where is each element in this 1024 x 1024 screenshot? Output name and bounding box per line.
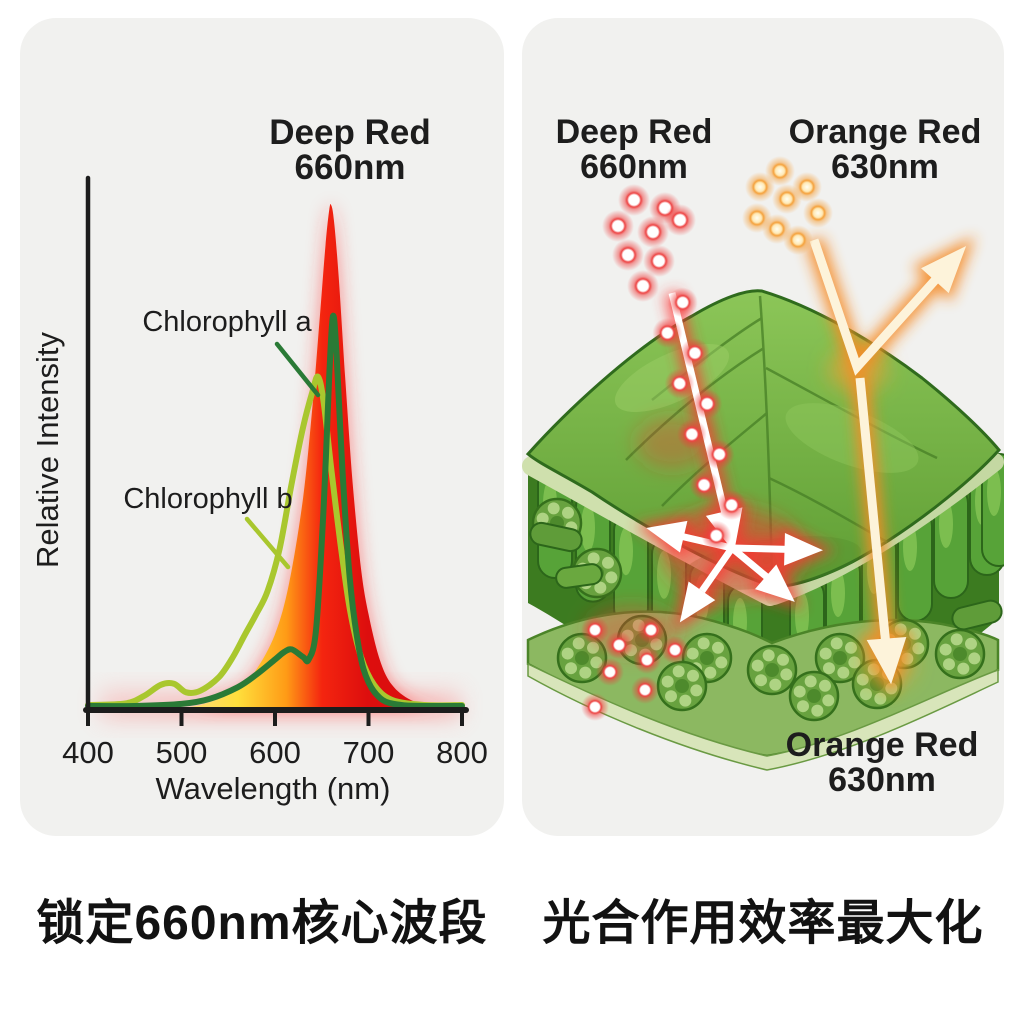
orange-red-top-label-line1: Orange Red (789, 113, 982, 151)
photon-dot (605, 631, 633, 659)
leaf-illustration: Deep Red 660nm Orange Red 630nm Orange R… (522, 113, 1004, 799)
photon-dot (689, 469, 720, 500)
palisade-cell-highlight (987, 468, 1001, 516)
photon-dot (765, 156, 795, 186)
photon-dot (596, 658, 624, 686)
photon-dot (667, 287, 698, 318)
spectrum-panel: 400 500 600 700 800 Deep Red 660nm Chlorophy… (20, 18, 504, 836)
x-tick-label: 400 (62, 735, 114, 770)
chart-title-line1: Deep Red (269, 113, 430, 152)
photon-dot (581, 616, 609, 644)
chart-title-line2: 660nm (295, 148, 406, 187)
palisade-cell-highlight (619, 527, 633, 576)
x-axis-ticks: 400 500 600 700 800 (62, 710, 488, 770)
photon-dot (664, 368, 695, 399)
chloroplast-cell (746, 644, 798, 696)
chlorophyll-b-label: Chlorophyll b (123, 483, 292, 515)
deep-red-label-line2: 660nm (580, 148, 688, 186)
photon-dot (745, 172, 775, 202)
photon-dot (637, 216, 669, 248)
deep-red-label-line1: Deep Red (556, 113, 713, 151)
photon-dot (643, 245, 675, 277)
photon-dot (716, 490, 747, 521)
deep-red-photon-dots (602, 184, 747, 551)
photon-dot (701, 520, 732, 551)
floating-cells (529, 521, 1003, 631)
red-led-glow (88, 204, 462, 711)
photon-dot (661, 636, 689, 664)
photon-dot (612, 239, 644, 271)
photon-dot (676, 419, 707, 450)
orange-red-photon-dots (742, 156, 833, 255)
left-caption: 锁定660nm核心波段 (36, 897, 488, 950)
chlorophyll-a-leader-line (274, 341, 321, 398)
photon-dot (602, 210, 634, 242)
photon-dot (637, 616, 665, 644)
photon-dot (664, 204, 696, 236)
lower-epidermis-cut-edge (527, 662, 999, 771)
spectrum-chart: 400 500 600 700 800 Deep Red 660nm Chlorophy… (30, 113, 488, 806)
orange-red-bottom-label-line2: 630nm (828, 761, 936, 799)
palisade-cell-highlight (581, 503, 595, 552)
photon-dot (652, 317, 683, 348)
x-axis-label: Wavelength (nm) (156, 771, 391, 806)
chlorophyll-b-leader-line (244, 516, 291, 570)
photon-dot (633, 646, 661, 674)
photon-dot (581, 693, 609, 721)
photon-dot (679, 338, 710, 369)
orange-red-bottom-label-line1: Orange Red (786, 726, 979, 764)
x-tick-label: 600 (249, 735, 301, 770)
chloroplast-cell (788, 670, 840, 722)
chloroplast-cell (934, 628, 986, 680)
photon-dot (803, 198, 833, 228)
y-axis-label: Relative Intensity (30, 331, 65, 568)
photon-dot (631, 676, 659, 704)
leaf-panel: Deep Red 660nm Orange Red 630nm Orange R… (522, 18, 1004, 836)
photon-dot (627, 270, 659, 302)
palisade-cell-highlight (831, 569, 845, 617)
chloroplast-cell (656, 660, 708, 712)
red-led-spectrum-area (88, 204, 462, 711)
chlorophyll-a-label: Chlorophyll a (142, 306, 312, 338)
photon-dot (783, 225, 813, 255)
photon-dot (704, 439, 735, 470)
photon-dot (618, 184, 650, 216)
scattered-red-photon-dots (581, 616, 689, 721)
right-caption: 光合作用效率最大化 (542, 897, 984, 950)
orange-red-top-label-line2: 630nm (831, 148, 939, 186)
x-tick-label: 800 (436, 735, 488, 770)
chlorophyll-a-curve (85, 312, 465, 710)
photon-dot (772, 184, 802, 214)
x-tick-label: 700 (343, 735, 395, 770)
photon-dot (692, 388, 723, 419)
x-tick-label: 500 (156, 735, 208, 770)
